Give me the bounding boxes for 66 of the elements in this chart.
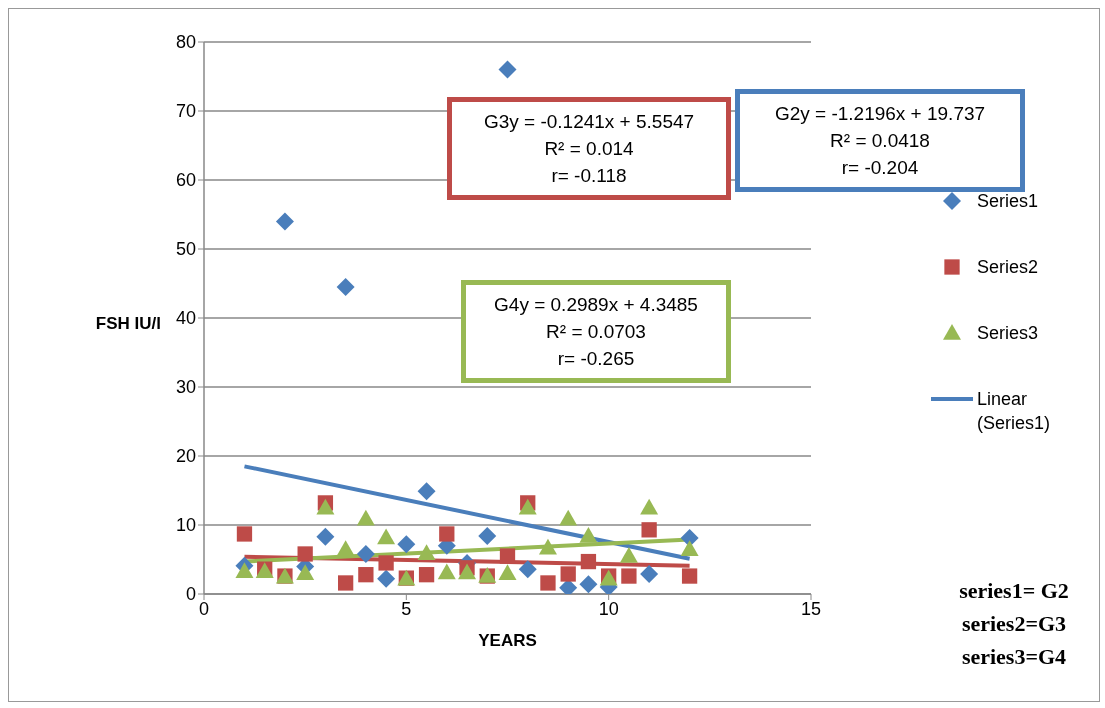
point [316,498,335,515]
point [377,569,396,588]
point [236,526,253,542]
point [641,522,657,538]
y-tick-label: 0 [185,584,196,605]
legend-label: Series1 [977,190,1040,213]
point [499,548,516,564]
text: series1= G2 series2=G3 series3=G4 [958,577,1070,671]
point [336,277,355,296]
point [640,498,659,515]
point [498,564,517,581]
point [316,527,335,546]
text-box: G3y = -0.1241x + 5.5547 R² = 0.014 r= -0.118 [447,97,731,200]
y-tick-label: 10 [175,515,196,536]
point [640,564,659,583]
legend-label: Series2 [977,256,1040,279]
x-tick-label: 5 [401,598,412,619]
point [418,567,435,583]
text-box: G2y = -1.2196x + 19.737 R² = 0.0418 r= -0.204 [735,89,1025,192]
point [417,544,436,561]
y-tick-label: 50 [175,239,196,260]
point [540,575,556,591]
legend-label: Series3 [977,322,1040,345]
x-axis-title: YEARS [477,631,538,651]
y-tick-label: 30 [175,377,196,398]
point [297,546,313,562]
point [439,526,455,542]
y-tick-label: 60 [175,170,196,191]
legend-label: Linear (Series1) [977,388,1052,435]
y-tick-label: 70 [175,101,196,122]
x-tick-label: 15 [800,598,822,619]
point [358,567,374,583]
point [378,555,394,571]
x-tick-label: 10 [598,598,619,619]
point [680,540,699,556]
y-axis-title: FSH IU/l [94,314,161,334]
point [275,212,294,231]
point [498,60,517,79]
point [417,482,436,501]
point [235,562,254,578]
point [356,509,375,526]
point [336,540,355,556]
point [579,575,598,594]
y-tick-label: 40 [175,308,196,329]
point [437,563,456,580]
point [559,509,578,526]
point [458,563,477,580]
text-box: G4y = 0.2989x + 4.3485 R² = 0.0703 r= -0.265 [461,280,731,383]
point [619,547,638,563]
point [560,566,576,582]
y-tick-label: 20 [175,446,196,467]
point [356,544,375,563]
point [397,535,416,554]
point [478,527,497,546]
point [579,527,598,543]
point [518,498,537,515]
y-tick-label: 80 [175,32,196,53]
point [377,528,396,545]
point [296,564,315,581]
point [580,553,597,570]
point [621,568,637,584]
point [518,560,537,579]
point [337,575,354,591]
x-tick-label: 0 [198,598,210,619]
point [538,538,557,555]
point [681,568,698,584]
